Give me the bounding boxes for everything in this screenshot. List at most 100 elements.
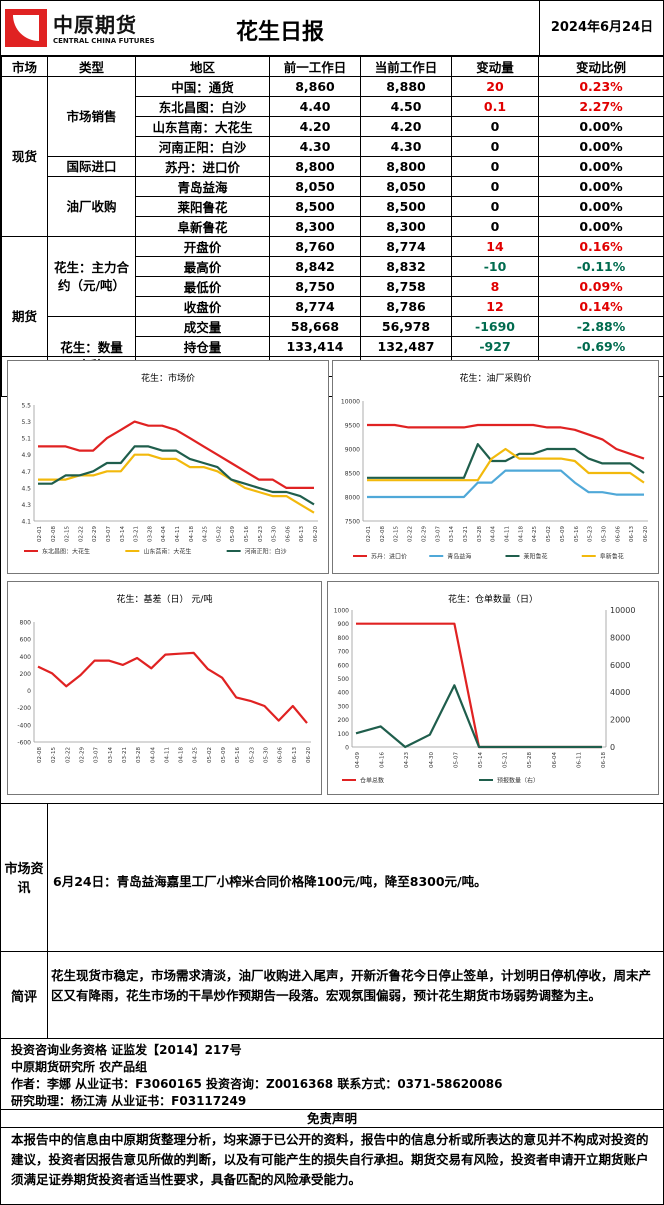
- x-tick-label: 04-30: [429, 752, 435, 768]
- x-tick-label: 02-22: [65, 747, 71, 763]
- legend-label: 青岛益海: [447, 553, 471, 561]
- prev-cell: 58,668: [269, 316, 361, 337]
- x-tick-label: 04-18: [189, 526, 195, 542]
- x-tick-label: 03-14: [449, 526, 455, 542]
- curr-cell: 132,487: [360, 336, 452, 357]
- x-tick-label: 06-06: [278, 747, 284, 763]
- change-cell: 0: [451, 116, 539, 137]
- y-tick-label: 400: [338, 690, 350, 697]
- logo-name-cn: 中原期货: [53, 13, 137, 37]
- change-cell: -1690: [451, 316, 539, 337]
- x-tick-label: 03-21: [463, 526, 469, 542]
- y-tick-label: 200: [20, 671, 32, 678]
- x-tick-label: 03-28: [477, 526, 483, 542]
- change-cell: -927: [451, 336, 539, 357]
- series-line-1: [355, 684, 602, 749]
- y-tick-label: 400: [20, 654, 32, 661]
- x-tick-label: 02-08: [51, 526, 57, 542]
- prev-cell: 8,050: [269, 176, 361, 197]
- y-tick-label: 4.5: [21, 485, 31, 492]
- disclaimer-title: 免责声明: [1, 1109, 663, 1128]
- series-line-1: [38, 453, 315, 514]
- warehouse-receipt-chart-svg: 花生：仓单数量（日） 0 100 200 300 400 500 600 700 800 900 10…: [334, 593, 636, 785]
- change-cell: 0.1: [451, 96, 539, 117]
- review-label: 简评: [1, 952, 48, 1038]
- market-cell: 现货: [1, 76, 48, 237]
- prev-cell: 4.30: [269, 136, 361, 157]
- y-tick-label: 9000: [345, 447, 360, 454]
- pct-cell: 0.00%: [538, 196, 664, 217]
- x-tick-label: 05-09: [221, 747, 227, 763]
- x-tick-label: 04-04: [491, 526, 497, 542]
- y2-tick-label: 0: [610, 743, 615, 752]
- table-row: 东北昌图：白沙 4.40 4.50 0.1 2.27%: [2, 96, 664, 117]
- curr-cell: 4.30: [360, 136, 452, 157]
- region-cell: 最高价: [135, 256, 270, 277]
- qualification-line: 投资咨询业务资格 证监发【2014】217号: [11, 1043, 242, 1057]
- legend-label: 山东莒南：大花生: [143, 548, 191, 556]
- x-tick-label: 03-21: [134, 526, 140, 542]
- pct-cell: 0.00%: [538, 176, 664, 197]
- chart-title: 花生：市场价: [141, 372, 195, 384]
- x-tick-label: 02-15: [65, 526, 71, 542]
- prev-cell: 133,414: [269, 336, 361, 357]
- x-tick-label: 03-28: [136, 747, 142, 763]
- chart-title: 花生：基差（日） 元/吨: [117, 593, 213, 605]
- series-line-0: [37, 651, 308, 724]
- x-tick-label: 05-07: [453, 752, 459, 768]
- x-tick-label: 03-21: [122, 747, 128, 763]
- header-market: 市场: [1, 56, 48, 77]
- x-tick-label: 05-09: [560, 526, 566, 542]
- x-tick-label: 04-23: [404, 752, 410, 768]
- region-cell: 成交量: [135, 316, 270, 337]
- market-price-chart-svg: 花生：市场价 4.1 4.3 4.5 4.7 4.9 5.1 5.3 5.5 02-01 02-08…: [21, 372, 319, 556]
- region-cell: 东北昌图：白沙: [135, 96, 270, 117]
- legend-label: 莱阳鲁花: [524, 553, 548, 561]
- y-tick-label: 0: [27, 688, 31, 695]
- legend-label: 东北昌图：大花生: [42, 548, 90, 556]
- x-tick-label: 05-02: [216, 526, 222, 542]
- type-cell: 花生：主力合约（元/吨）: [47, 236, 136, 317]
- type-cell: 市场销售: [47, 76, 136, 157]
- x-tick-label: 06-13: [292, 747, 298, 763]
- x-tick-label: 04-25: [203, 526, 209, 542]
- y-tick-label: 8000: [345, 495, 360, 502]
- charts-section: 花生：市场价 4.1 4.3 4.5 4.7 4.9 5.1 5.3 5.5 02-01 02-08…: [1, 356, 663, 804]
- series-line-2: [38, 445, 315, 506]
- price-table: 市场 类型 地区 前一工作日 当前工作日 变动量 变动比例 现货 市场销售 中国：通…: [1, 56, 664, 397]
- y-tick-label: 4.9: [21, 452, 31, 459]
- legend-label: 预报数量（右）: [497, 777, 539, 785]
- disclaimer-text: 本报告中的信息由中原期货整理分析，均来源于已公开的资料，报告中的信息分析或所表达…: [11, 1132, 649, 1187]
- y-tick-label: 8500: [345, 471, 360, 478]
- pct-cell: -0.69%: [538, 336, 664, 357]
- x-tick-label: 05-21: [503, 752, 509, 768]
- type-cell: 油厂收购: [47, 176, 136, 237]
- table-row: 期货 花生：主力合约（元/吨） 开盘价 8,760 8,774 14 0.16%: [1, 236, 664, 397]
- x-tick-label: 05-23: [249, 747, 255, 763]
- x-tick-label: 04-09: [355, 752, 361, 768]
- pct-cell: 0.00%: [538, 136, 664, 157]
- series-line-2: [367, 443, 645, 479]
- x-tick-label: 06-04: [552, 752, 558, 768]
- y-tick-label: 5.1: [21, 436, 31, 443]
- x-tick-label: 05-23: [588, 526, 594, 542]
- prev-cell: 8,750: [269, 276, 361, 297]
- x-tick-label: 06-11: [576, 752, 582, 768]
- company-logo: 中原期货 CENTRAL CHINA FUTURES: [5, 7, 165, 51]
- x-tick-label: 05-30: [601, 526, 607, 542]
- change-cell: 0: [451, 156, 539, 177]
- x-tick-label: 05-16: [244, 526, 250, 542]
- y-tick-label: 4.7: [21, 469, 31, 476]
- y-tick-label: 900: [338, 621, 350, 628]
- type-cell: 国际进口: [47, 156, 136, 177]
- change-cell: 12: [451, 296, 539, 317]
- x-tick-label: 05-23: [258, 526, 264, 542]
- oil-mill-price-chart-svg: 花生：油厂采购价 7500 8000 8500 9000 9500 10000 02-01 02…: [341, 372, 649, 561]
- x-tick-label: 04-11: [505, 526, 511, 542]
- y-tick-label: 600: [20, 637, 32, 644]
- region-cell: 最低价: [135, 276, 270, 297]
- x-tick-label: 05-09: [230, 526, 236, 542]
- table-row: 油厂收购 青岛益海 8,050 8,050 0 0.00%: [2, 176, 664, 237]
